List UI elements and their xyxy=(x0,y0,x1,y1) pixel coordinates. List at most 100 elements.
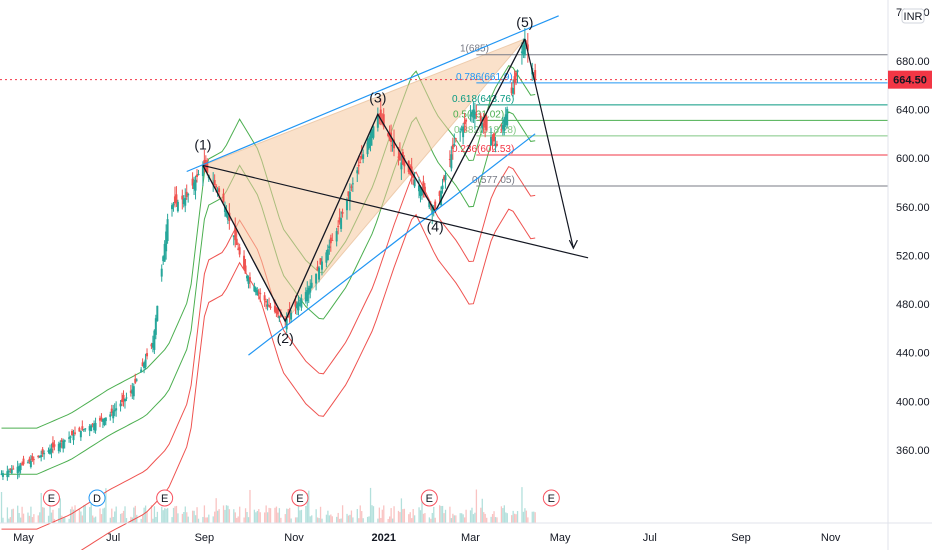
candle-body xyxy=(523,38,526,56)
candle-body xyxy=(73,432,76,434)
volume-bar xyxy=(421,495,423,523)
volume-bar xyxy=(441,505,444,523)
volume-bar xyxy=(433,506,435,523)
candle-body xyxy=(520,51,523,54)
candle-body xyxy=(326,249,329,261)
y-tick-label: 400.00 xyxy=(896,396,930,408)
earnings-marker-label: E xyxy=(296,493,303,505)
candle-body xyxy=(494,143,497,147)
candle-body xyxy=(482,123,485,126)
candle-body xyxy=(448,158,451,160)
volume-bar xyxy=(18,512,20,523)
x-tick-label: Jul xyxy=(106,532,120,544)
candle-body xyxy=(196,174,199,177)
volume-bar xyxy=(294,517,297,523)
volume-bar xyxy=(490,516,492,523)
volume-bar xyxy=(78,508,81,523)
volume-bar xyxy=(461,513,463,523)
candle-body xyxy=(500,129,503,131)
candle-body xyxy=(454,138,457,140)
volume-bar xyxy=(402,509,404,523)
volume-bar xyxy=(130,516,132,523)
y-tick-label: 480.00 xyxy=(896,299,930,311)
candle-body xyxy=(444,175,447,181)
volume-bar xyxy=(125,518,128,523)
candle-body xyxy=(440,190,443,206)
candle-body xyxy=(268,305,271,307)
candle-body xyxy=(184,197,187,206)
y-tick-label: 560.00 xyxy=(896,202,930,214)
candle-body xyxy=(9,468,12,470)
wave-label: (3) xyxy=(369,89,386,105)
volume-bar xyxy=(408,514,410,523)
candle-body xyxy=(254,288,257,293)
candle-body xyxy=(143,362,146,369)
candle-body xyxy=(506,109,509,126)
candle-body xyxy=(357,164,360,167)
volume-bar xyxy=(474,512,476,523)
volume-bar xyxy=(275,506,278,523)
volume-bar xyxy=(430,518,432,523)
candle-body xyxy=(218,188,221,193)
dividend-marker-label: D xyxy=(93,493,101,505)
candle-body xyxy=(245,275,248,279)
candle-body xyxy=(146,353,149,357)
volume-bar xyxy=(27,512,29,523)
candle-body xyxy=(393,139,396,149)
candle-body xyxy=(21,463,24,465)
candle-body xyxy=(341,212,344,214)
candle-body xyxy=(351,183,354,185)
candle-body xyxy=(247,277,250,284)
volume-bar xyxy=(144,505,147,523)
volume-bar xyxy=(64,516,66,523)
volume-bar xyxy=(259,512,261,523)
volume-bar xyxy=(361,511,363,523)
candle-body xyxy=(212,182,215,184)
candle-body xyxy=(347,191,350,197)
volume-bar xyxy=(413,515,416,523)
x-tick-label: Jul xyxy=(643,532,657,544)
volume-bar xyxy=(134,505,136,523)
candle-body xyxy=(57,443,60,452)
candle-body xyxy=(391,145,394,147)
volume-bar xyxy=(47,515,50,523)
volume-bar xyxy=(142,515,144,523)
volume-bar xyxy=(340,518,342,523)
earnings-marker-label: E xyxy=(426,493,433,505)
volume-bar xyxy=(187,516,189,523)
currency-label: INR xyxy=(904,11,923,23)
candle-body xyxy=(275,307,278,314)
volume-bar xyxy=(440,505,442,523)
volume-bar xyxy=(218,509,220,523)
candle-body xyxy=(79,430,82,438)
volume-bar xyxy=(533,511,535,523)
candle-body xyxy=(328,246,331,249)
volume-bar xyxy=(356,508,358,523)
candle-body xyxy=(320,261,323,270)
volume-bar xyxy=(531,511,533,523)
candle-body xyxy=(81,426,84,430)
candle-body xyxy=(463,121,466,125)
candle-body xyxy=(110,408,113,413)
x-tick-label: Sep xyxy=(731,532,751,544)
volume-bar xyxy=(534,512,536,523)
volume-bar xyxy=(337,512,339,523)
candle-body xyxy=(43,453,46,455)
candle-body xyxy=(337,225,340,227)
volume-bar xyxy=(349,514,351,523)
volume-bar xyxy=(72,509,75,523)
volume-bar xyxy=(472,514,475,523)
volume-bar xyxy=(225,505,228,523)
candle-body xyxy=(41,449,44,455)
volume-bar xyxy=(8,518,10,523)
candle-body xyxy=(475,113,478,115)
candle-body xyxy=(492,133,495,142)
candle-body xyxy=(48,449,51,454)
volume-bar xyxy=(247,517,250,523)
candle-body xyxy=(490,136,493,146)
candle-body xyxy=(232,235,235,238)
volume-bar xyxy=(152,518,154,523)
y-tick-label: 680.00 xyxy=(896,56,930,68)
